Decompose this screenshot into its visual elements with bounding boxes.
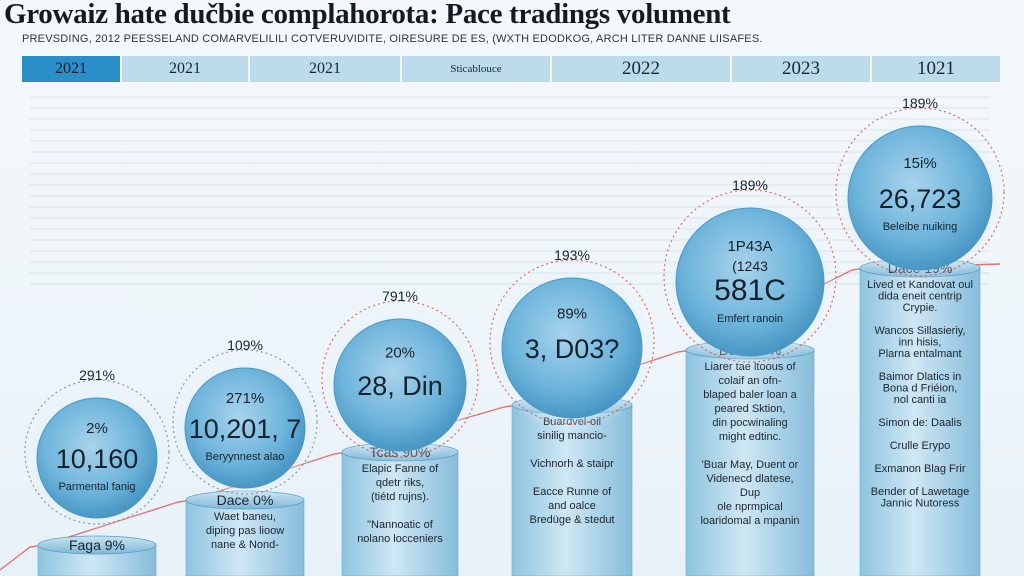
bubble-percent-3: 20% [385,344,415,361]
value-label-3: 28, Din [357,371,443,401]
year-header-bar: 2021 2021 2021 Sticablouce 2022 2023 102… [22,56,1000,82]
value-label-2: 10,201, 7 [189,414,302,444]
dotted-ring-2 [172,349,318,495]
year-cell-4[interactable]: Sticablouce [402,56,552,82]
top-percent-6: 189% [902,95,938,111]
value-label-6: 26,723 [879,184,962,214]
year-cell-2[interactable]: 2021 [122,56,250,82]
column-4-body-line: Bredüge & stedut [529,514,614,526]
bubble-percent-6: 15i% [903,155,936,172]
dotted-ring-4 [489,259,655,425]
value-bubble-4 [501,277,643,419]
column-5-body-line: might edtinc. [719,431,781,443]
column-3-body-line: "Nannoatic of [367,519,434,531]
top-percent-2: 109% [227,337,263,353]
column-6-body-line: dida eneit centrip [878,291,962,303]
bubble-sub-5: (1243 [732,258,768,274]
column-3-body-line: (tiétd rujns). [371,491,429,503]
chart-title: Growaiz hate dučbie complahorota: Pace t… [4,0,731,30]
column-5-body-line: ole nprmpical [717,501,782,513]
column-5-body-line: din pocwinaling [712,417,787,429]
column-2-body-line: Waet baneu, [214,511,276,523]
column-4-body-line: sinilig mancio- [537,430,607,442]
chart-subtitle: PREVSDING, 2012 PEESSELAND COMARVELILILI… [22,33,763,45]
column-6-body-line: nol canti ia [894,394,947,406]
column-6-body-line: Crypie. [903,302,938,314]
column-6-body-line: Bender of Lawetage [871,486,969,498]
value-label-1: 10,160 [56,444,139,474]
column-5-body-line: Videnecd dlatese, [706,473,793,485]
column-body-3 [341,451,459,576]
year-cell-7[interactable]: 1021 [917,58,955,79]
dotted-ring-1 [24,379,170,525]
column-3-body-line: qdetr riks, [376,477,424,489]
top-percent-3: 791% [382,288,418,304]
bubble-percent-5: 1P43A [727,238,772,255]
column-body-5 [685,349,815,576]
column-5-body-line: peared Sktion, [715,403,786,415]
column-1: Faga 9% 291% 2% 10,160 Parmental fanig [23,367,171,576]
column-2-body-line: nane & Nond- [211,539,279,551]
year-cell-3[interactable]: 2021 [250,56,402,82]
bubble-caption-6: Beleibe nuiking [883,221,958,233]
column-6-body-line: Plarna entalmant [878,348,961,360]
year-cell-5[interactable]: 2022 [552,56,732,82]
column-4-body-line: Vichnorh & staipr [530,458,614,470]
column-cap-1 [37,535,157,555]
top-percent-4: 193% [554,247,590,263]
year-cell-1[interactable]: 2021 [22,56,122,82]
bubble-caption-5: Emfert ranoin [717,313,783,325]
dotted-ring-5 [663,189,837,363]
top-percent-1: 291% [79,367,115,383]
bubble-caption-1: Parmental fanig [58,481,135,493]
column-body-2 [185,499,305,576]
value-bubble-1 [36,397,158,519]
value-bubble-5 [675,207,825,357]
column-2-body-line: diping pas lioow [206,525,284,537]
column-6-body-line: Bona d Friéion, [883,383,958,395]
value-label-5: 581C [714,274,786,307]
column-5-body-line: colaif an ofn- [719,375,782,387]
column-body-4 [511,404,633,576]
column-4-body-line: and oalce [548,500,596,512]
column-5-body-line: loaridomal a mpanin [700,515,799,527]
column-4-body-line: Eacce Runne of [533,486,612,498]
value-bubble-2 [184,367,306,489]
column-5-body-line: blaped baler loan a [703,389,797,401]
bubble-percent-4: 89% [557,306,587,323]
top-percent-5: 189% [732,177,768,193]
cap-label-1: Faga 9% [69,537,125,553]
column-3-body-line: Elapic Fanne of [362,463,439,475]
value-label-4: 3, D03? [525,334,620,364]
column-6-body-line: Simon de: Daalis [878,417,962,429]
dotted-ring-6 [835,107,1005,277]
column-6-body-line: Crulle Erypo [890,440,951,452]
column-6-body-line: Lived et Kandovat oul [867,279,973,291]
column-3-body-line: nolano locceniers [357,533,443,545]
column-5-body-line: Dup [740,487,760,499]
value-bubble-6 [847,125,993,271]
column-body-6 [859,267,981,576]
column-5-body-line: 'Buar May, Duent or [702,459,799,471]
bubble-percent-1: 2% [86,420,108,437]
column-6-body-line: Wancos Sillasieriy, [874,325,965,337]
dotted-ring-3 [321,300,479,458]
bubble-caption-2: Beryynnest alao [206,451,285,463]
column-6-body-line: Exmanon Blag Frir [874,463,965,475]
year-cell-6[interactable]: 2023 [732,56,872,82]
value-bubble-3 [333,318,467,452]
column-4: Bpce 10%Buardvel-oilsinilig mancio-Vichn… [488,247,656,576]
column-6-body-line: Jannic Nutoress [881,498,960,510]
column-6-body-line: inn hisis, [899,337,942,349]
bubble-percent-2: 271% [226,390,264,407]
column-6-body-line: Baimor Dlatics in [879,371,962,383]
column-5: Daor 19%Liarer tae ltoous ofcolaif an of… [662,177,838,576]
